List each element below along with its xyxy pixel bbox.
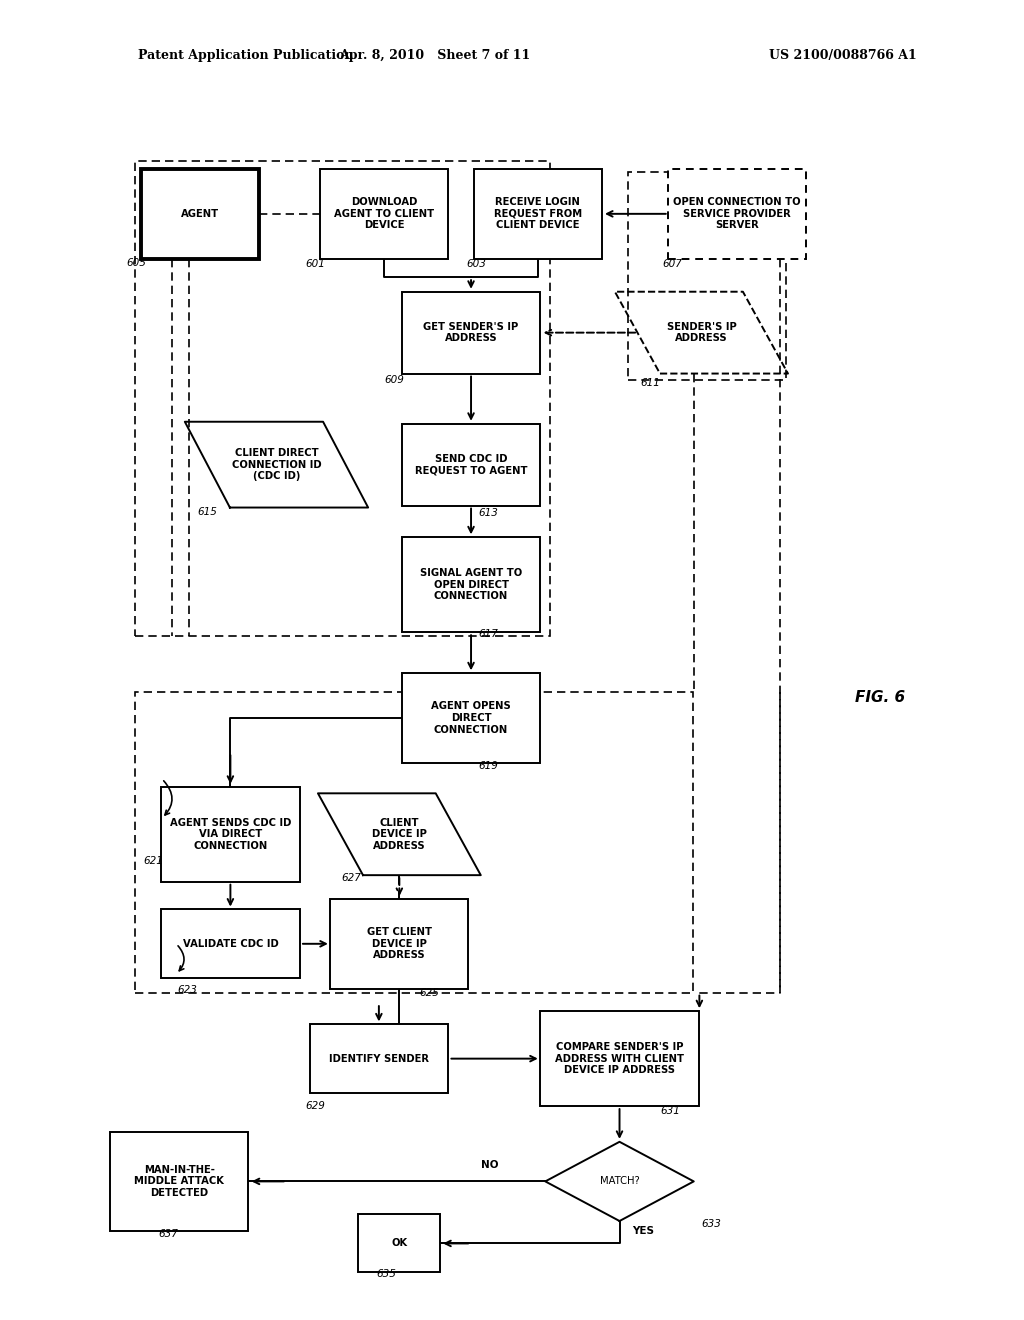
Bar xyxy=(358,1214,440,1272)
Bar xyxy=(401,424,541,506)
Text: VALIDATE CDC ID: VALIDATE CDC ID xyxy=(182,939,279,949)
Bar xyxy=(309,1024,449,1093)
Text: OPEN CONNECTION TO
SERVICE PROVIDER
SERVER: OPEN CONNECTION TO SERVICE PROVIDER SERV… xyxy=(674,197,801,231)
Text: YES: YES xyxy=(632,1226,653,1237)
Text: 637: 637 xyxy=(159,1229,178,1239)
Text: 627: 627 xyxy=(341,873,360,883)
Text: COMPARE SENDER'S IP
ADDRESS WITH CLIENT
DEVICE IP ADDRESS: COMPARE SENDER'S IP ADDRESS WITH CLIENT … xyxy=(555,1041,684,1076)
Text: SEND CDC ID
REQUEST TO AGENT: SEND CDC ID REQUEST TO AGENT xyxy=(415,454,527,475)
Bar xyxy=(141,169,258,259)
Text: IDENTIFY SENDER: IDENTIFY SENDER xyxy=(329,1053,429,1064)
Bar xyxy=(319,169,449,259)
Text: SIGNAL AGENT TO
OPEN DIRECT
CONNECTION: SIGNAL AGENT TO OPEN DIRECT CONNECTION xyxy=(420,568,522,602)
Bar xyxy=(401,292,541,374)
Text: 603: 603 xyxy=(466,259,485,269)
Bar xyxy=(162,909,299,978)
Text: FIG. 6: FIG. 6 xyxy=(855,690,905,705)
Text: 629: 629 xyxy=(305,1101,325,1111)
Text: 601: 601 xyxy=(305,259,325,269)
Text: GET CLIENT
DEVICE IP
ADDRESS: GET CLIENT DEVICE IP ADDRESS xyxy=(367,927,432,961)
Bar xyxy=(628,172,786,380)
Bar xyxy=(110,1131,248,1230)
Text: 611: 611 xyxy=(640,378,659,388)
Bar xyxy=(473,169,602,259)
Bar xyxy=(401,673,541,763)
Bar xyxy=(401,537,541,632)
Text: 609: 609 xyxy=(384,375,403,385)
Text: US 2100/0088766 A1: US 2100/0088766 A1 xyxy=(769,49,916,62)
Text: 617: 617 xyxy=(478,628,498,639)
Bar xyxy=(330,899,469,989)
Text: 607: 607 xyxy=(663,259,682,269)
Text: DOWNLOAD
AGENT TO CLIENT
DEVICE: DOWNLOAD AGENT TO CLIENT DEVICE xyxy=(334,197,434,231)
Text: Patent Application Publication: Patent Application Publication xyxy=(138,49,353,62)
Text: 633: 633 xyxy=(701,1218,721,1229)
Bar xyxy=(135,692,693,993)
Text: MAN-IN-THE-
MIDDLE ATTACK
DETECTED: MAN-IN-THE- MIDDLE ATTACK DETECTED xyxy=(134,1164,224,1199)
Text: 625: 625 xyxy=(420,987,439,998)
Text: 623: 623 xyxy=(177,985,197,995)
Text: NO: NO xyxy=(481,1160,499,1171)
Text: CLIENT
DEVICE IP
ADDRESS: CLIENT DEVICE IP ADDRESS xyxy=(372,817,427,851)
Text: OK: OK xyxy=(391,1238,408,1249)
Bar xyxy=(162,787,299,882)
Text: 621: 621 xyxy=(143,855,163,866)
Bar xyxy=(135,161,550,636)
Bar xyxy=(668,169,807,259)
Text: AGENT SENDS CDC ID
VIA DIRECT
CONNECTION: AGENT SENDS CDC ID VIA DIRECT CONNECTION xyxy=(170,817,291,851)
Text: RECEIVE LOGIN
REQUEST FROM
CLIENT DEVICE: RECEIVE LOGIN REQUEST FROM CLIENT DEVICE xyxy=(494,197,582,231)
Text: 631: 631 xyxy=(660,1106,680,1117)
Text: 613: 613 xyxy=(478,508,498,519)
Text: 619: 619 xyxy=(478,760,498,771)
Text: 605: 605 xyxy=(126,257,145,268)
Text: 635: 635 xyxy=(377,1269,396,1279)
Text: MATCH?: MATCH? xyxy=(600,1176,639,1187)
Text: AGENT OPENS
DIRECT
CONNECTION: AGENT OPENS DIRECT CONNECTION xyxy=(431,701,511,735)
Bar xyxy=(541,1011,698,1106)
Text: 615: 615 xyxy=(198,507,217,517)
Text: Apr. 8, 2010   Sheet 7 of 11: Apr. 8, 2010 Sheet 7 of 11 xyxy=(340,49,530,62)
Text: SENDER'S IP
ADDRESS: SENDER'S IP ADDRESS xyxy=(667,322,736,343)
Text: CLIENT DIRECT
CONNECTION ID
(CDC ID): CLIENT DIRECT CONNECTION ID (CDC ID) xyxy=(231,447,322,482)
Text: GET SENDER'S IP
ADDRESS: GET SENDER'S IP ADDRESS xyxy=(423,322,519,343)
Text: AGENT: AGENT xyxy=(180,209,219,219)
